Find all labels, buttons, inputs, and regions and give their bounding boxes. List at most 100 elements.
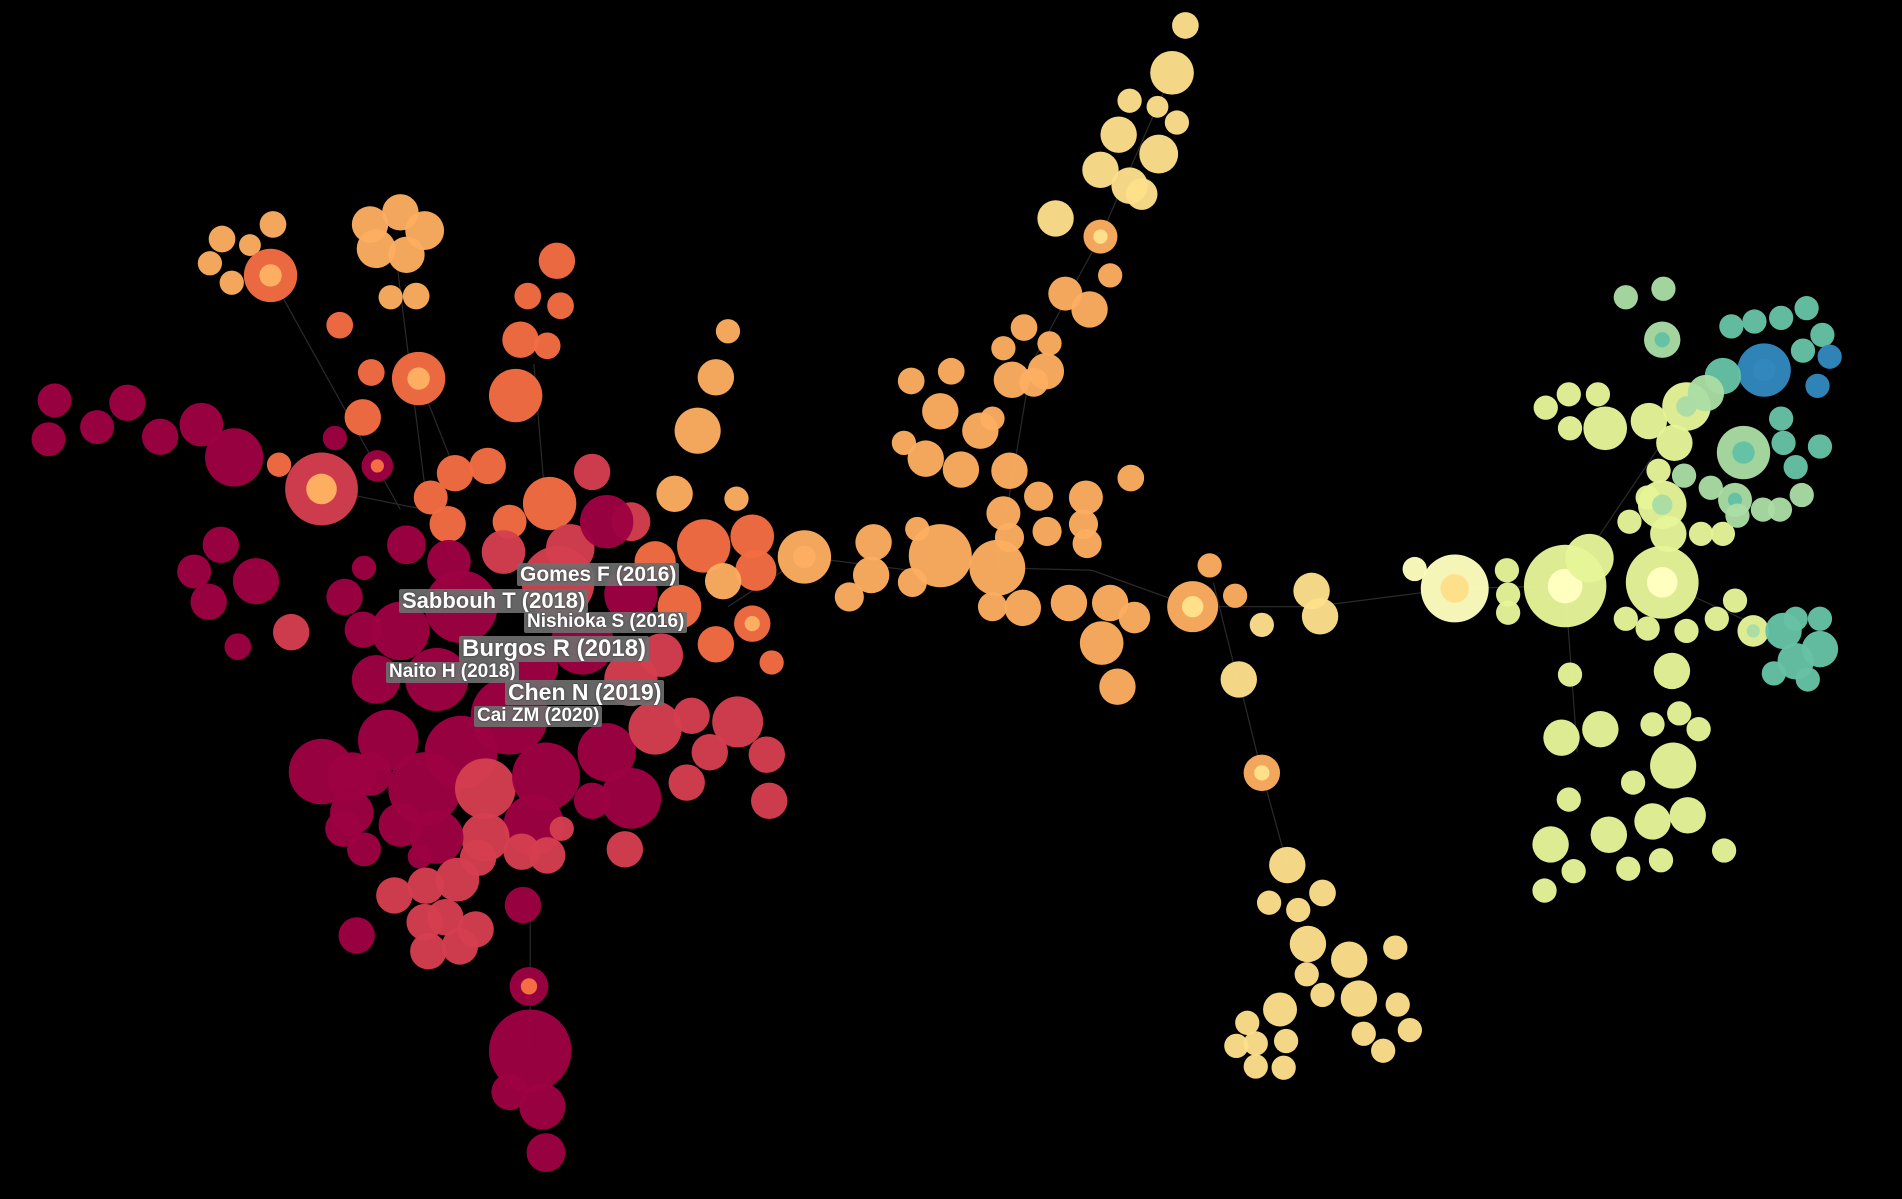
network-node[interactable]	[1719, 314, 1744, 339]
network-node[interactable]	[1532, 826, 1569, 863]
network-node[interactable]	[1082, 151, 1119, 189]
network-node[interactable]	[1789, 482, 1814, 508]
network-node[interactable]	[969, 539, 1026, 596]
network-node[interactable]	[549, 816, 574, 841]
network-node[interactable]	[834, 582, 864, 612]
network-node[interactable]	[942, 451, 980, 488]
network-node[interactable]	[413, 480, 448, 515]
network-node[interactable]	[1590, 816, 1628, 853]
network-node[interactable]	[1383, 935, 1408, 960]
network-node[interactable]	[1351, 1021, 1376, 1046]
network-node[interactable]	[272, 613, 310, 651]
network-node[interactable]	[80, 410, 115, 445]
network-node[interactable]	[1585, 382, 1611, 407]
network-node[interactable]	[852, 556, 890, 594]
network-node[interactable]	[604, 567, 658, 622]
network-node[interactable]	[674, 407, 721, 454]
network-node[interactable]	[1402, 556, 1427, 582]
network-node[interactable]	[855, 524, 892, 561]
network-node[interactable]	[1805, 373, 1830, 398]
network-node[interactable]	[538, 242, 576, 280]
network-node[interactable]	[522, 476, 577, 531]
network-node[interactable]	[1613, 606, 1638, 631]
network-node[interactable]	[1385, 992, 1410, 1017]
network-node[interactable]	[1750, 497, 1776, 522]
network-node[interactable]	[179, 402, 224, 447]
network-node[interactable]	[1010, 314, 1038, 341]
network-node[interactable]	[1582, 710, 1619, 748]
network-node[interactable]	[991, 336, 1016, 361]
network-node[interactable]	[735, 549, 777, 591]
network-node[interactable]	[512, 742, 580, 811]
network-node[interactable]	[376, 877, 413, 914]
network-node[interactable]	[1561, 859, 1586, 884]
network-node[interactable]	[344, 611, 381, 648]
network-node[interactable]	[1309, 879, 1336, 907]
network-node[interactable]	[1037, 200, 1074, 237]
network-node[interactable]	[1004, 589, 1042, 627]
network-node[interactable]	[378, 285, 403, 310]
network-node[interactable]	[891, 430, 917, 455]
network-node[interactable]	[1099, 668, 1136, 705]
network-node[interactable]	[1557, 662, 1583, 687]
network-node[interactable]	[347, 832, 381, 867]
network-node[interactable]	[1711, 838, 1737, 863]
network-node[interactable]	[224, 633, 252, 661]
network-node[interactable]	[488, 368, 543, 423]
network-node[interactable]	[748, 736, 786, 773]
network-node[interactable]	[1340, 980, 1378, 1017]
network-node[interactable]	[1100, 116, 1137, 153]
network-node[interactable]	[1532, 878, 1557, 903]
network-node[interactable]	[502, 321, 539, 358]
network-node[interactable]	[1557, 416, 1583, 441]
network-node[interactable]	[1273, 1028, 1299, 1054]
network-node[interactable]	[980, 406, 1005, 431]
network-node[interactable]	[1533, 395, 1558, 420]
network-node[interactable]	[526, 1133, 566, 1173]
network-node[interactable]	[1071, 291, 1108, 328]
network-node[interactable]	[656, 475, 693, 513]
network-node[interactable]	[1801, 630, 1839, 668]
network-node[interactable]	[1653, 652, 1691, 690]
network-node[interactable]	[521, 545, 595, 619]
network-node[interactable]	[351, 555, 377, 580]
network-node[interactable]	[1768, 406, 1794, 431]
network-node[interactable]	[1767, 497, 1793, 522]
network-node[interactable]	[715, 319, 741, 344]
network-node[interactable]	[1301, 598, 1339, 635]
network-node[interactable]	[322, 425, 348, 451]
network-node[interactable]	[1817, 344, 1842, 369]
network-node[interactable]	[993, 361, 1031, 398]
network-node[interactable]	[436, 454, 474, 492]
network-node[interactable]	[994, 522, 1025, 553]
network-node[interactable]	[677, 519, 731, 573]
network-node[interactable]	[1710, 521, 1736, 546]
network-node[interactable]	[1072, 528, 1102, 559]
network-node[interactable]	[239, 234, 261, 257]
network-node[interactable]	[1294, 962, 1319, 987]
network-node[interactable]	[1256, 890, 1282, 915]
network-node[interactable]	[1725, 503, 1750, 528]
network-node[interactable]	[202, 526, 240, 563]
network-node[interactable]	[378, 803, 423, 847]
network-node[interactable]	[1330, 941, 1368, 978]
network-node[interactable]	[547, 292, 574, 320]
network-node[interactable]	[208, 225, 236, 253]
network-node[interactable]	[759, 650, 784, 675]
network-node[interactable]	[357, 359, 385, 386]
network-node[interactable]	[922, 393, 959, 430]
network-node[interactable]	[550, 611, 614, 675]
network-node[interactable]	[1150, 50, 1194, 95]
network-node[interactable]	[1583, 406, 1628, 451]
network-node[interactable]	[371, 601, 430, 661]
network-node[interactable]	[1220, 661, 1257, 698]
network-node[interactable]	[628, 701, 682, 755]
network-node[interactable]	[205, 428, 264, 487]
network-node[interactable]	[1635, 616, 1660, 641]
network-node[interactable]	[1704, 606, 1729, 631]
network-node[interactable]	[1118, 601, 1151, 634]
network-node[interactable]	[1024, 481, 1054, 511]
network-node[interactable]	[410, 933, 447, 970]
network-node[interactable]	[1371, 1038, 1396, 1063]
network-node[interactable]	[402, 282, 430, 310]
